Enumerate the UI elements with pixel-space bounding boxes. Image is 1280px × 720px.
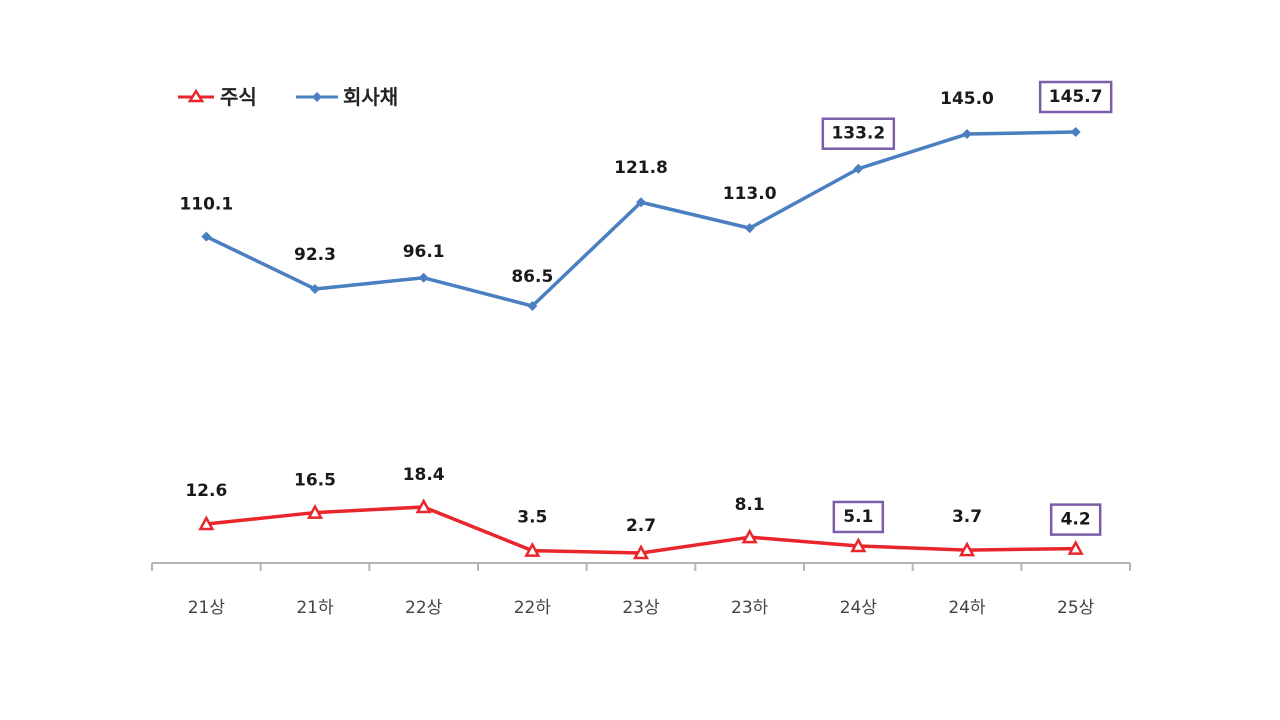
- data-label: 133.2: [831, 124, 885, 144]
- data-label: 113.0: [723, 184, 777, 204]
- legend: 주식 회사채: [178, 85, 398, 109]
- x-axis: 21상 21하 22상 22하 23상 23하 24상 24하 25상: [151, 562, 1131, 618]
- highlight-box: [1049, 503, 1102, 536]
- diamond-marker-icon: [962, 129, 972, 140]
- diamond-marker-icon: [418, 272, 429, 283]
- diamond-marker-icon: [853, 163, 864, 174]
- x-tick-label: 23상: [622, 598, 660, 618]
- x-tick-label: 21상: [188, 598, 226, 618]
- data-label: 18.4: [403, 465, 445, 485]
- data-label: 3.7: [952, 507, 982, 527]
- triangle-marker-icon: [1067, 539, 1084, 555]
- diamond-marker-icon: [201, 231, 212, 242]
- data-label: 4.2: [1061, 510, 1091, 530]
- data-label: 86.5: [511, 267, 553, 287]
- triangle-marker-icon: [741, 528, 758, 544]
- triangle-marker-icon: [524, 542, 541, 557]
- data-label: 96.1: [403, 242, 445, 262]
- data-label: 145.7: [1049, 87, 1103, 107]
- diamond-marker-icon: [1070, 127, 1081, 137]
- x-tick-label: 24상: [840, 598, 878, 618]
- x-tick-label: 22상: [405, 598, 443, 618]
- highlight-box: [832, 500, 885, 534]
- legend-item-stocks: 주식: [178, 85, 257, 109]
- data-label: 2.7: [626, 516, 656, 536]
- legend-item-corporate-bonds: 회사채: [296, 85, 398, 109]
- triangle-marker-icon: [198, 515, 215, 531]
- triangle-marker-icon: [632, 544, 650, 560]
- highlight-box: [821, 117, 896, 150]
- data-label: 92.3: [294, 245, 336, 265]
- data-label: 110.1: [179, 195, 233, 215]
- diamond-marker-icon: [744, 223, 755, 234]
- data-label: 3.5: [517, 508, 547, 528]
- triangle-marker-icon: [187, 88, 205, 103]
- x-tick-label: 24하: [948, 598, 986, 618]
- highlight-box: [1038, 80, 1113, 114]
- diamond-marker-icon: [636, 197, 646, 208]
- legend-label: 회사채: [343, 85, 398, 109]
- diamond-marker-icon: [310, 283, 320, 294]
- data-label: 16.5: [294, 471, 336, 491]
- legend-label: 주식: [220, 85, 257, 109]
- triangle-marker-icon: [306, 503, 324, 519]
- x-tick-label: 22하: [514, 598, 552, 618]
- series-stocks: 12.6 16.5 18.4 3.5 2.7 8.1 5.1 3.7 4.2: [185, 465, 1102, 560]
- series-corporate-bonds: 110.1 92.3 96.1 86.5 121.8 113.0 133.2 145.0 145…: [179, 80, 1113, 311]
- triangle-marker-icon: [958, 541, 976, 557]
- x-tick-label: 25상: [1057, 598, 1095, 618]
- x-tick-label: 21하: [296, 598, 334, 618]
- data-label: 5.1: [843, 507, 873, 527]
- data-label: 145.0: [940, 89, 994, 109]
- triangle-marker-icon: [850, 537, 867, 553]
- data-label: 121.8: [614, 158, 668, 178]
- diamond-marker-icon: [312, 92, 322, 102]
- diamond-marker-icon: [527, 301, 538, 311]
- data-label: 12.6: [185, 481, 227, 501]
- x-tick-label: 23하: [731, 598, 769, 618]
- data-label: 8.1: [735, 495, 765, 515]
- triangle-marker-icon: [415, 498, 432, 514]
